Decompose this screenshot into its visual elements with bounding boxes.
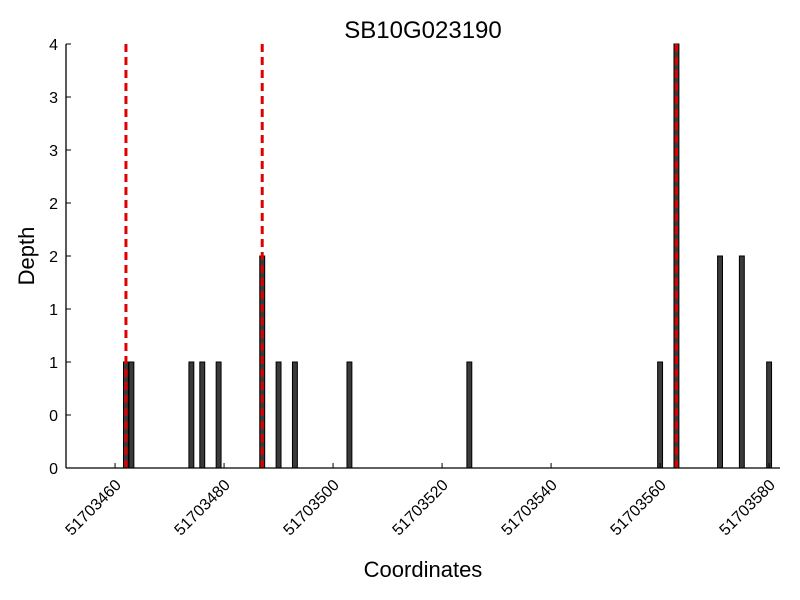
bar-6 [275, 361, 282, 469]
bar-9 [466, 361, 473, 469]
x-tick-label-2: 51703500 [281, 477, 343, 539]
x-tick-label-0: 51703460 [63, 477, 125, 539]
y-tick-label-4: 2 [49, 249, 58, 266]
x-tick-label-5: 51703560 [608, 477, 670, 539]
bar-13 [738, 255, 745, 469]
reference-lines-layer [124, 44, 678, 468]
y-tick-label-0: 0 [49, 461, 58, 478]
bar-4 [215, 361, 222, 469]
y-tick-label-3: 1 [49, 302, 58, 319]
x-tick-label-4: 51703540 [499, 477, 561, 539]
x-axis-label: Coordinates [364, 557, 483, 582]
bar-10 [657, 361, 664, 469]
bar-1 [128, 361, 135, 469]
y-tick-label-8: 4 [49, 37, 58, 54]
axes-layer [65, 44, 780, 469]
bar-12 [717, 255, 724, 469]
y-axis-label: Depth [14, 227, 39, 286]
bars-layer [123, 43, 773, 469]
y-tick-label-5: 2 [49, 196, 58, 213]
bar-3 [199, 361, 206, 469]
y-tick-label-2: 1 [49, 355, 58, 372]
x-tick-label-6: 51703580 [717, 477, 779, 539]
chart-title: SB10G023190 [344, 17, 501, 44]
y-tick-label-6: 3 [49, 143, 58, 160]
bar-7 [291, 361, 298, 469]
y-tick-label-7: 3 [49, 90, 58, 107]
bar-2 [188, 361, 195, 469]
y-tick-label-1: 0 [49, 408, 58, 425]
bar-8 [346, 361, 353, 469]
ticks-layer: 0 0 1 1 2 2 3 3 4 51703460 51703480 51703500 5170352… [49, 37, 779, 539]
x-tick-label-1: 51703480 [172, 477, 234, 539]
bar-14 [766, 361, 773, 469]
x-tick-label-3: 51703520 [390, 477, 452, 539]
